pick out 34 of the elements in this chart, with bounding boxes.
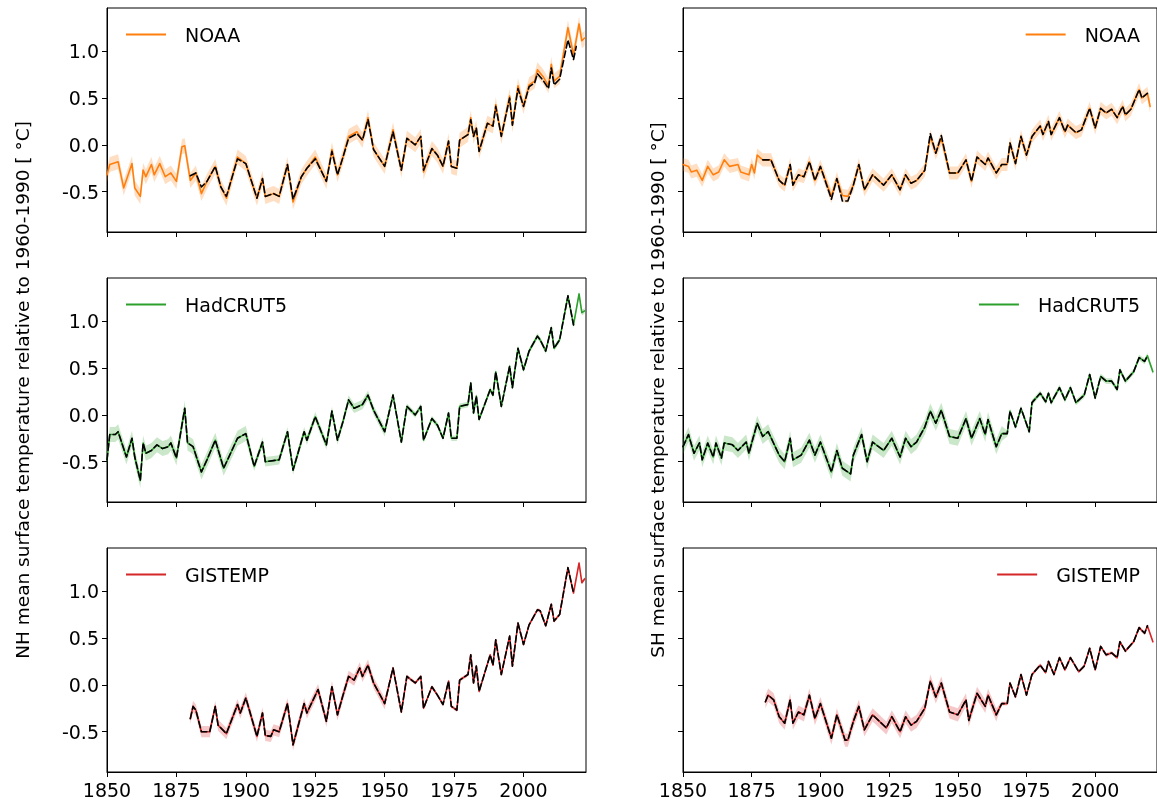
x-tick-label: 1875 [152, 778, 201, 801]
x-tick-label: 1925 [291, 778, 340, 801]
y-tick-label: 0.5 [68, 626, 99, 649]
y-axis-title: NH mean surface temperature relative to 1960-1990 [ °C] [11, 121, 33, 659]
y-tick-label: 0.0 [68, 403, 99, 426]
y-tick-label: -0.5 [61, 180, 99, 203]
y-tick-label: 0.0 [68, 673, 99, 696]
x-tick-label: 1975 [429, 778, 479, 801]
y-tick-label: 1.0 [68, 40, 99, 63]
y-tick-label: 0.5 [68, 356, 99, 379]
legend-label: NOAA [185, 23, 241, 46]
x-tick-label: 1950 [933, 778, 982, 801]
x-tick-label: 2000 [1070, 778, 1120, 801]
x-tick-label: 1950 [360, 778, 409, 801]
legend-label: GISTEMP [185, 563, 269, 586]
x-tick-label: 1850 [658, 778, 708, 801]
y-tick-label: 0.0 [68, 133, 99, 156]
x-tick-label: 1875 [727, 778, 776, 801]
y-tick-label: 0.5 [68, 86, 99, 109]
y-tick-label: -0.5 [61, 720, 99, 743]
y-tick-label: -0.5 [61, 450, 99, 473]
y-axis-title: SH mean surface temperature relative to 1960-1990 [ °C] [646, 122, 668, 658]
y-tick-label: 1.0 [68, 310, 99, 333]
x-tick-label: 1925 [864, 778, 914, 801]
legend-label: GISTEMP [1056, 563, 1141, 586]
legend-label: NOAA [1084, 23, 1140, 46]
x-tick-label: 1900 [796, 778, 845, 801]
x-tick-label: 2000 [499, 778, 548, 801]
x-tick-label: 1900 [221, 778, 271, 801]
x-tick-label: 1975 [1002, 778, 1051, 801]
x-tick-label: 1850 [82, 778, 132, 801]
legend-label: HadCRUT5 [1037, 293, 1140, 316]
legend-label: HadCRUT5 [185, 293, 288, 316]
y-tick-label: 1.0 [68, 580, 99, 603]
